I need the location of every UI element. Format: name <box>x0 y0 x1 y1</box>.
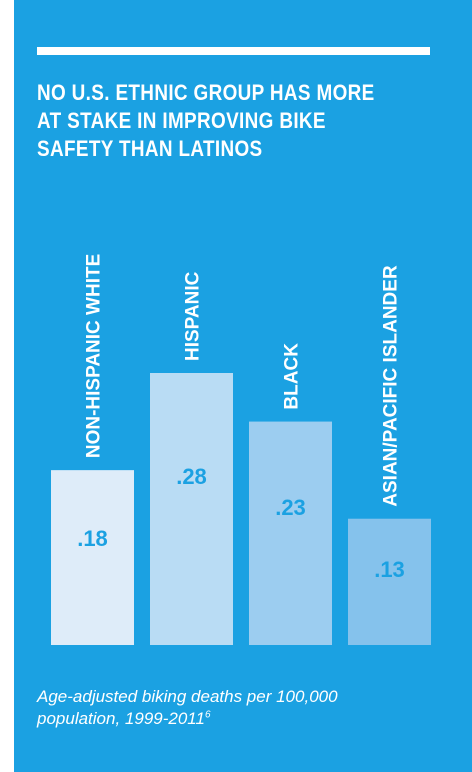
category-label-non-hispanic-white: NON-HISPANIC WHITE <box>84 254 105 458</box>
category-label-black: BLACK <box>282 343 303 410</box>
bar-hispanic <box>150 373 233 645</box>
chart-title: NO U.S. ETHNIC GROUP HAS MORE AT STAKE I… <box>37 80 375 161</box>
value-label-black: .23 <box>275 495 306 520</box>
caption-footnote: 6 <box>204 709 211 721</box>
chart-caption: Age-adjusted biking deaths per 100,000 p… <box>37 686 417 730</box>
category-label-asian-pacific-islander: ASIAN/PACIFIC ISLANDER <box>381 265 402 507</box>
category-label-hispanic: HISPANIC <box>183 271 204 361</box>
bar-black <box>249 421 332 645</box>
value-label-asian-pacific-islander: .13 <box>374 557 405 582</box>
caption-text: Age-adjusted biking deaths per 100,000 p… <box>37 687 338 728</box>
value-label-hispanic: .28 <box>176 464 207 489</box>
bar-asian-pacific-islander <box>348 518 431 645</box>
bar-non-hispanic-white <box>51 470 134 645</box>
header-rule <box>37 47 430 55</box>
value-label-non-hispanic-white: .18 <box>77 526 108 551</box>
